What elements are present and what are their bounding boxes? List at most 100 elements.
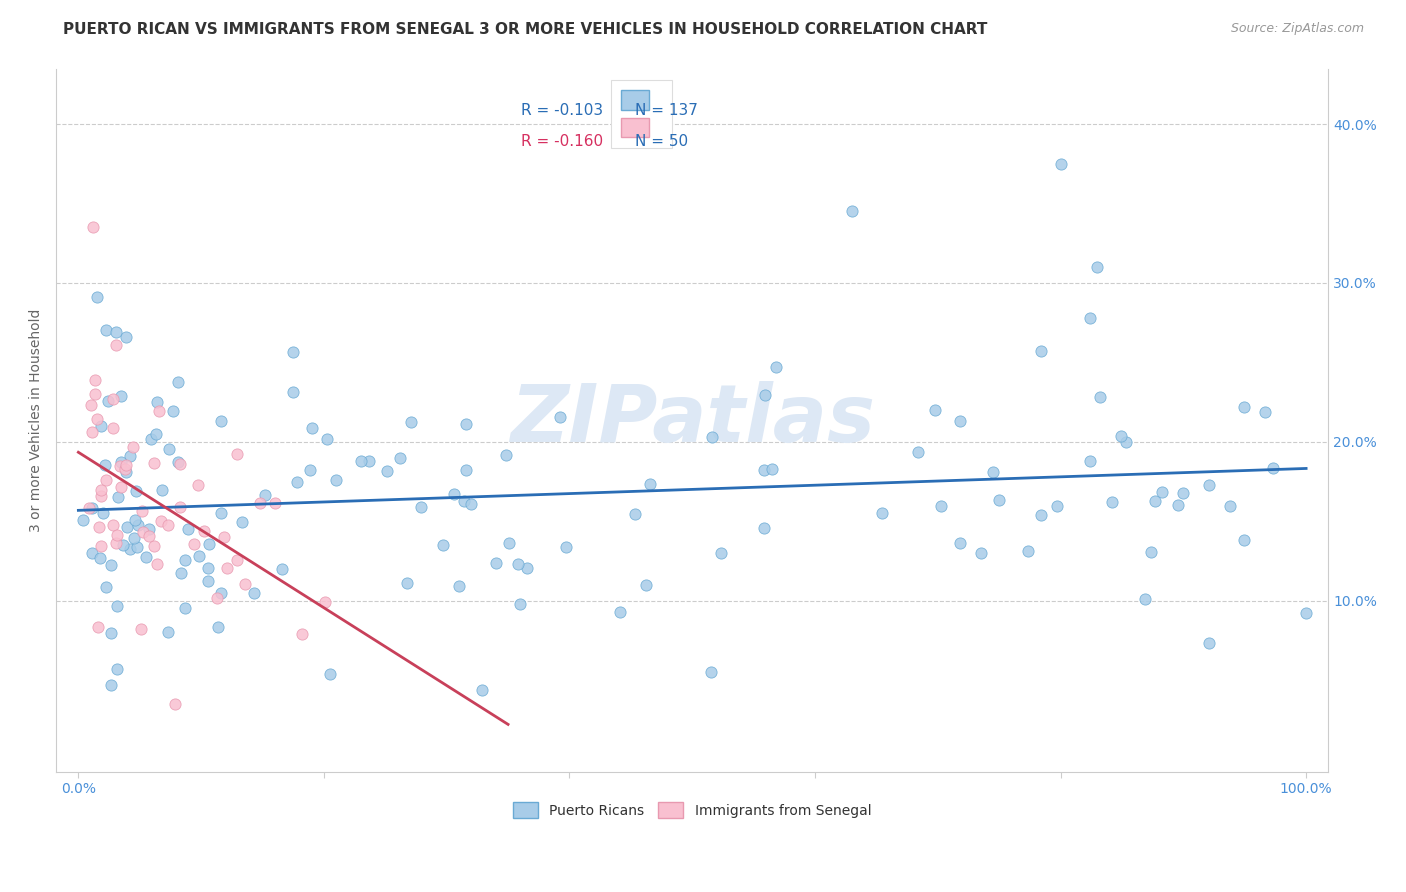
Point	[1233, 533, 1256, 547]
Point	[197, 574, 219, 588]
Point	[209, 506, 232, 520]
Point	[1115, 434, 1137, 449]
Point	[949, 536, 972, 550]
Point	[96, 323, 118, 337]
Point	[115, 330, 138, 344]
Point	[700, 665, 723, 680]
Point	[111, 538, 134, 552]
Point	[281, 385, 304, 400]
Point	[281, 344, 304, 359]
Point	[118, 449, 141, 463]
Point	[1261, 461, 1284, 475]
Point	[146, 558, 169, 572]
Point	[215, 560, 238, 574]
Point	[87, 620, 110, 634]
Point	[107, 599, 129, 614]
Point	[110, 480, 132, 494]
Point	[193, 524, 215, 539]
Point	[907, 445, 929, 459]
Point	[101, 517, 124, 532]
Point	[449, 579, 471, 593]
Point	[1049, 157, 1071, 171]
Point	[156, 518, 179, 533]
Point	[411, 500, 433, 514]
Point	[157, 442, 180, 456]
Point	[104, 325, 127, 339]
Point	[254, 488, 277, 502]
Point	[924, 402, 946, 417]
Point	[498, 536, 520, 550]
Point	[1045, 499, 1067, 513]
Point	[1295, 606, 1317, 620]
Point	[1078, 453, 1101, 467]
Point	[174, 601, 197, 615]
Point	[460, 497, 482, 511]
Point	[142, 539, 165, 553]
Point	[145, 427, 167, 442]
Point	[709, 545, 731, 559]
Point	[138, 522, 160, 536]
Point	[96, 473, 118, 487]
Point	[82, 425, 104, 439]
Point	[80, 501, 103, 516]
Point	[226, 447, 249, 461]
Point	[495, 448, 517, 462]
Point	[131, 504, 153, 518]
Point	[508, 557, 530, 571]
Point	[212, 530, 235, 544]
Point	[233, 577, 256, 591]
Text: Source: ZipAtlas.com: Source: ZipAtlas.com	[1230, 22, 1364, 36]
Y-axis label: 3 or more Vehicles in Household: 3 or more Vehicles in Household	[30, 309, 44, 532]
Point	[1090, 390, 1112, 404]
Point	[165, 697, 187, 711]
Point	[443, 486, 465, 500]
Point	[89, 550, 111, 565]
Point	[124, 513, 146, 527]
Point	[90, 483, 112, 497]
Point	[350, 454, 373, 468]
Point	[146, 395, 169, 409]
Point	[108, 459, 131, 474]
Point	[96, 580, 118, 594]
Point	[125, 540, 148, 554]
Point	[197, 560, 219, 574]
Point	[115, 520, 138, 534]
Point	[325, 473, 347, 487]
Point	[396, 576, 419, 591]
Point	[105, 528, 128, 542]
Point	[103, 421, 125, 435]
Point	[86, 412, 108, 426]
Point	[205, 591, 228, 605]
Point	[314, 595, 336, 609]
Point	[264, 496, 287, 510]
Point	[1198, 478, 1220, 492]
Point	[1198, 636, 1220, 650]
Point	[167, 455, 190, 469]
Point	[97, 393, 120, 408]
Point	[554, 541, 576, 555]
Point	[754, 388, 776, 402]
Point	[105, 337, 128, 351]
Point	[1029, 343, 1052, 358]
Point	[1087, 260, 1109, 274]
Point	[634, 578, 657, 592]
Point	[1017, 544, 1039, 558]
Point	[432, 538, 454, 552]
Point	[1254, 405, 1277, 419]
Point	[118, 542, 141, 557]
Point	[399, 415, 422, 429]
Point	[752, 463, 775, 477]
Point	[135, 549, 157, 564]
Point	[225, 553, 247, 567]
Point	[94, 458, 117, 473]
Point	[84, 374, 107, 388]
Point	[209, 586, 232, 600]
Point	[211, 414, 233, 428]
Point	[143, 456, 166, 470]
Point	[1078, 310, 1101, 325]
Point	[765, 360, 787, 375]
Point	[1150, 485, 1173, 500]
Point	[82, 546, 104, 560]
Point	[162, 404, 184, 418]
Point	[249, 496, 271, 510]
